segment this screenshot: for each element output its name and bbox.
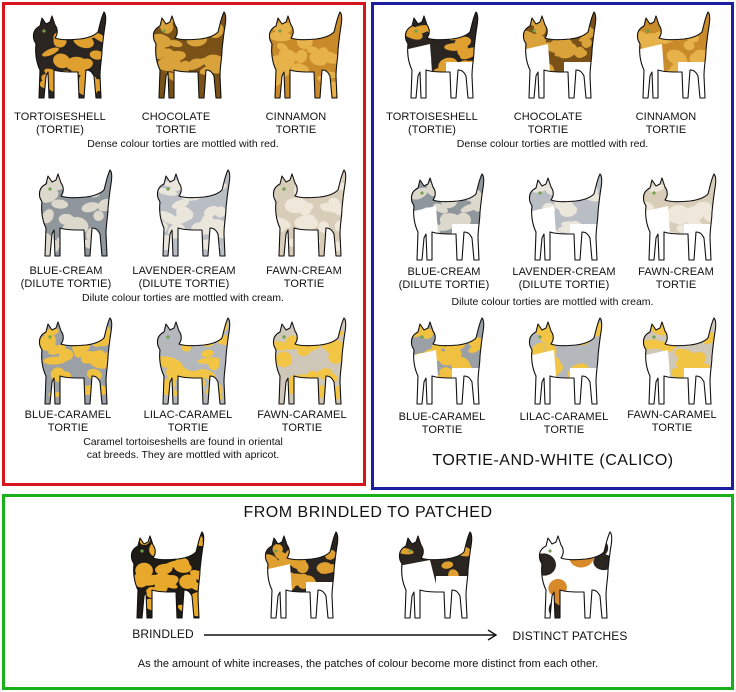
label-tortie-white: TORTOISESHELL (TORTIE): [386, 111, 478, 136]
caption-white-increases: As the amount of white increases, the pa…: [137, 658, 599, 670]
label-lilac-caramel-white: LILAC-CARAMEL TORTIE: [519, 411, 609, 436]
cat-tortie-white-illustration: [386, 10, 482, 102]
cat-blue-cream-white-illustration: [392, 172, 488, 264]
cat-chocolate-tortie-illustration: [134, 10, 230, 102]
label-cinnamon-tortie-white: CINNAMON TORTIE: [635, 111, 697, 136]
cat-more-white-illustration: [380, 530, 476, 622]
cat-cinnamon-tortie-white-illustration: [618, 10, 714, 102]
cat-distinct-patches-illustration: [520, 530, 616, 622]
cat-fawn-cream-white-illustration: [624, 172, 720, 264]
cat-fawn-cream-illustration: [254, 168, 350, 260]
label-distinct-patches: DISTINCT PATCHES: [512, 629, 628, 643]
label-fawn-cream-white: FAWN-CREAM TORTIE: [638, 266, 714, 291]
label-blue-caramel: BLUE-CARAMEL TORTIE: [24, 409, 112, 434]
cat-chocolate-tortie-white-illustration: [504, 10, 600, 102]
caption-dense-colour-calico: Dense colour torties are mottled with re…: [456, 138, 649, 150]
label-fawn-caramel-white: FAWN-CARAMEL TORTIE: [627, 409, 717, 434]
caption-caramel: Caramel tortoiseshells are found in orie…: [83, 436, 283, 461]
label-lilac-caramel: LILAC-CARAMEL TORTIE: [143, 409, 233, 434]
cat-blue-cream-illustration: [20, 168, 116, 260]
label-chocolate-tortie-white: CHOCOLATE TORTIE: [513, 111, 583, 136]
label-tortoiseshell: TORTOISESHELL (TORTIE): [14, 111, 106, 136]
label-blue-cream-white: BLUE-CREAM (DILUTE TORTIE): [398, 266, 490, 291]
cat-lilac-caramel-illustration: [138, 316, 234, 408]
solid-tortie-panel: [2, 2, 366, 486]
cat-cinnamon-tortie-illustration: [250, 10, 346, 102]
cat-brindled-illustration: [112, 530, 208, 622]
brindled-to-patched-panel: [2, 494, 734, 690]
label-blue-cream: BLUE-CREAM (DILUTE TORTIE): [20, 265, 112, 290]
label-blue-caramel-white: BLUE-CARAMEL TORTIE: [398, 411, 486, 436]
label-chocolate-tortie: CHOCOLATE TORTIE: [141, 111, 211, 136]
caption-dilute-colour-calico: Dilute colour torties are mottled with c…: [451, 296, 654, 308]
label-fawn-caramel: FAWN-CARAMEL TORTIE: [257, 409, 347, 434]
cat-lavender-cream-illustration: [138, 168, 234, 260]
label-brindled: BRINDLED: [132, 627, 194, 641]
cat-fawn-caramel-white-illustration: [624, 316, 720, 408]
cat-slight-white-illustration: [246, 530, 342, 622]
cat-fawn-caramel-illustration: [254, 316, 350, 408]
cat-lavender-cream-white-illustration: [510, 172, 606, 264]
calico-panel-title: TORTIE-AND-WHITE (CALICO): [432, 452, 674, 469]
caption-dense-colour: Dense colour torties are mottled with re…: [87, 138, 279, 150]
progression-arrow: [204, 629, 498, 641]
cat-lilac-caramel-white-illustration: [510, 316, 606, 408]
cat-blue-caramel-illustration: [20, 316, 116, 408]
label-lavender-cream-white: LAVENDER-CREAM (DILUTE TORTIE): [512, 266, 616, 291]
cat-tortoiseshell-illustration: [14, 10, 110, 102]
brindled-panel-title: FROM BRINDLED TO PATCHED: [243, 504, 493, 521]
caption-dilute-colour: Dilute colour torties are mottled with c…: [82, 292, 284, 304]
label-cinnamon-tortie: CINNAMON TORTIE: [265, 111, 327, 136]
label-lavender-cream: LAVENDER-CREAM (DILUTE TORTIE): [132, 265, 236, 290]
cat-blue-caramel-white-illustration: [392, 316, 488, 408]
label-fawn-cream: FAWN-CREAM TORTIE: [266, 265, 342, 290]
